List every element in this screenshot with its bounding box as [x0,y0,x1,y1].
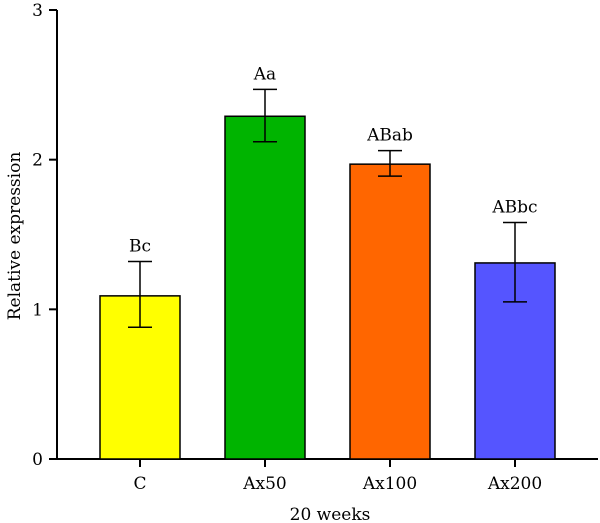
y-tick-label: 2 [32,151,43,171]
bars [99,115,556,460]
significance-label: Bc [129,236,151,256]
x-tick-label: Ax200 [487,474,542,494]
error-bars [128,88,527,329]
y-tick-label: 3 [32,1,43,21]
significance-label: Aa [253,64,276,84]
x-tick-label: Ax50 [242,474,287,494]
x-tick-label: C [133,474,146,494]
y-tick-label: 0 [32,450,43,470]
y-axis-title: Relative expression [5,152,25,321]
significance-label: ABab [366,126,413,146]
x-axis-title: 20 weeks [290,505,371,523]
bar-ax100 [349,163,431,460]
y-tick-label: 1 [32,300,43,320]
significance-label: ABbc [491,198,537,218]
x-tick-label: Ax100 [362,474,417,494]
bar-ax50 [224,115,306,460]
x-axis: C Ax50 Ax100 Ax200 [57,458,598,494]
significance-labels: Bc Aa ABab ABbc [129,64,538,256]
y-axis: 0 1 2 3 [32,1,58,470]
